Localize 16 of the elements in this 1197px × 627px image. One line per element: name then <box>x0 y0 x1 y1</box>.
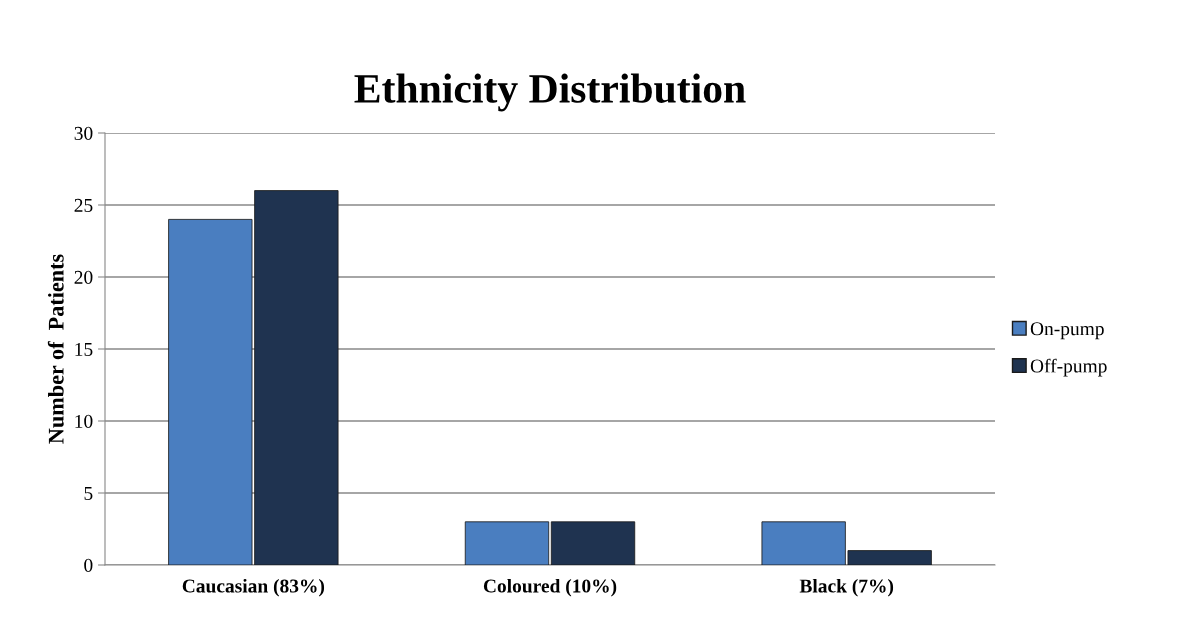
y-tick-label: 0 <box>84 558 93 572</box>
legend-label: On-pump <box>1030 322 1104 340</box>
x-tick-label: Caucasian (83%) <box>182 578 325 597</box>
bar <box>464 521 550 565</box>
y-tick-label: 10 <box>75 414 93 428</box>
y-tick-label: 15 <box>75 342 93 356</box>
x-tick-label: Coloured (10%) <box>483 578 617 597</box>
y-tick-label: 30 <box>74 126 93 140</box>
chart-title: Ethnicity Distribution <box>354 73 746 112</box>
bar <box>550 521 636 565</box>
legend-label: Off-pump <box>1030 358 1107 377</box>
y-axis-title: Number of Patients <box>47 254 64 444</box>
x-tick-label: Black (7%) <box>799 578 894 597</box>
y-tick-label: 5 <box>84 487 93 500</box>
y-tick-label: 20 <box>74 270 93 284</box>
y-tick-label: 25 <box>74 198 93 212</box>
